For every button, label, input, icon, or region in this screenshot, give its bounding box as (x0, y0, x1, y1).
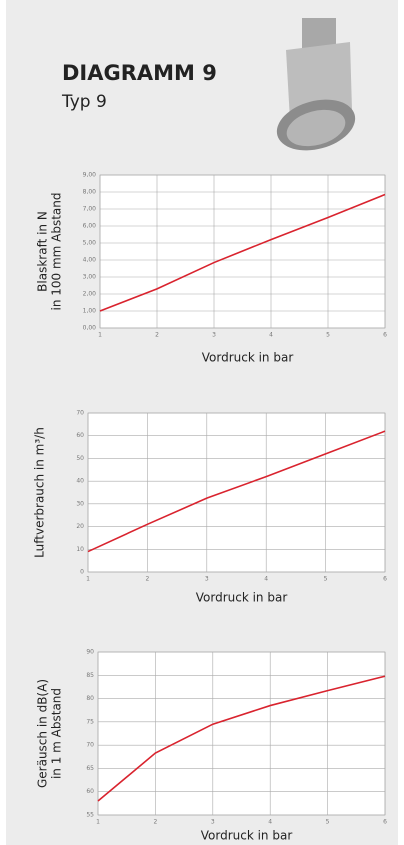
y-tick-label: 9,00 (83, 172, 97, 179)
y-tick-label: 0,00 (83, 325, 97, 332)
data-line (99, 193, 386, 312)
title: DIAGRAMM 9 (62, 61, 217, 85)
y-tick-label: 7,00 (83, 206, 97, 213)
x-tick-label: 1 (98, 332, 102, 339)
y-tick-label: 8,00 (83, 189, 97, 196)
x-tick-label: 3 (205, 576, 209, 583)
x-axis-label: Vordruck in bar (196, 591, 288, 605)
y-tick-label: 2,00 (83, 291, 97, 298)
y-tick-label: 1,00 (83, 308, 97, 315)
x-tick-label: 5 (326, 332, 330, 339)
y-tick-label: 70 (76, 410, 84, 417)
x-tick-label: 5 (324, 576, 328, 583)
x-tick-label: 2 (153, 819, 157, 826)
y-axis-label: Geräusch in dB(A) (36, 679, 50, 788)
x-tick-label: 2 (145, 576, 149, 583)
y-tick-label: 90 (86, 649, 94, 656)
x-tick-label: 6 (383, 819, 387, 826)
x-tick-label: 6 (383, 576, 387, 583)
x-tick-label: 6 (383, 332, 387, 339)
y-tick-label: 65 (86, 765, 94, 772)
y-tick-label: 80 (86, 695, 94, 702)
y-axis-label: Luftverbrauch in m³/h (33, 427, 47, 558)
y-tick-label: 50 (76, 455, 84, 462)
plot-area (87, 412, 386, 573)
x-axis-label: Vordruck in bar (202, 351, 294, 365)
x-tick-label: 4 (268, 819, 272, 826)
y-tick-label: 6,00 (83, 223, 97, 230)
subtitle: Typ 9 (61, 92, 107, 112)
y-axis-label: in 1 m Abstand (50, 688, 64, 779)
y-tick-label: 70 (86, 742, 94, 749)
x-tick-label: 3 (211, 819, 215, 826)
y-tick-label: 3,00 (83, 274, 97, 281)
x-tick-label: 1 (96, 819, 100, 826)
x-tick-label: 1 (86, 576, 90, 583)
y-tick-label: 10 (76, 546, 84, 553)
data-line (97, 675, 386, 802)
x-tick-label: 4 (269, 332, 273, 339)
x-tick-label: 4 (264, 576, 268, 583)
x-tick-label: 3 (212, 332, 216, 339)
y-tick-label: 0 (80, 569, 84, 576)
y-tick-label: 60 (76, 432, 84, 439)
y-tick-label: 60 (86, 788, 94, 795)
y-axis-label: in 100 mm Abstand (50, 192, 64, 310)
y-tick-label: 30 (76, 500, 84, 507)
data-line (87, 430, 386, 553)
y-tick-label: 55 (86, 812, 94, 819)
y-axis-label: Blaskraft in N (36, 211, 50, 292)
y-tick-label: 75 (86, 718, 94, 725)
y-tick-label: 40 (76, 478, 84, 485)
nozzle-illustration (276, 18, 356, 151)
y-tick-label: 5,00 (83, 240, 97, 247)
y-tick-label: 20 (76, 523, 84, 530)
y-tick-label: 85 (86, 672, 94, 679)
y-tick-label: 4,00 (83, 257, 97, 264)
x-tick-label: 5 (326, 819, 330, 826)
x-tick-label: 2 (155, 332, 159, 339)
x-axis-label: Vordruck in bar (201, 829, 293, 843)
plot-area (97, 651, 386, 816)
